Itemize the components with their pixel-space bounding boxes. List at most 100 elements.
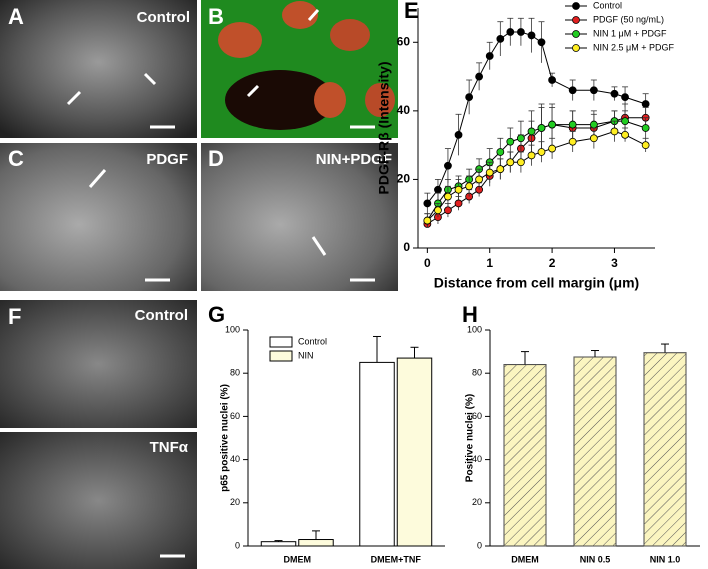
data-point (621, 130, 629, 139)
y-tick-label: 100 (225, 324, 240, 334)
data-point (548, 120, 556, 129)
data-point (621, 117, 629, 126)
data-point (465, 93, 474, 102)
bar (260, 541, 297, 547)
x-tick-label: 3 (611, 256, 618, 270)
data-point (568, 137, 577, 146)
y-tick-label: 40 (472, 454, 482, 464)
image-f-top (0, 300, 197, 428)
y-tick-label: 60 (472, 411, 482, 421)
y-tick-label: 20 (397, 172, 411, 186)
y-tick-label: 0 (477, 540, 482, 550)
data-point (475, 175, 484, 184)
y-axis-label: PDGF-Rβ (Intensity) (376, 62, 392, 195)
legend-label: NIN (298, 350, 314, 360)
data-point (496, 34, 505, 43)
panel-caption: Control (137, 9, 190, 26)
data-point (434, 185, 442, 194)
legend-label: NIN 2.5 μM + PDGF (593, 42, 674, 52)
data-point (589, 86, 598, 95)
data-point (444, 161, 452, 170)
legend-label: Control (593, 0, 622, 10)
data-point (610, 89, 619, 98)
y-tick-label: 60 (397, 34, 411, 48)
data-point (610, 127, 619, 136)
y-tick-label: 40 (230, 454, 240, 464)
y-tick-label: 80 (472, 368, 482, 378)
image-b-cells (218, 1, 395, 130)
x-tick-label: DMEM (511, 554, 539, 564)
image-d (201, 143, 398, 291)
data-point (434, 206, 442, 215)
data-point (517, 28, 525, 36)
data-point (641, 100, 650, 108)
panel-label: E (404, 0, 419, 23)
y-tick-label: 20 (472, 497, 482, 507)
x-tick-label: 0 (424, 256, 431, 270)
bar-hatch (643, 352, 687, 547)
panel-label: D (208, 146, 224, 171)
y-tick-label: 60 (230, 411, 240, 421)
data-point (423, 216, 432, 225)
bar-hatch (573, 356, 617, 547)
data-point (527, 31, 536, 40)
y-tick-label: 100 (467, 324, 482, 334)
x-tick-label: 1 (486, 256, 493, 270)
x-tick-label: 2 (549, 256, 556, 270)
data-point (517, 158, 525, 167)
y-tick-label: 80 (230, 368, 240, 378)
y-tick-label: 0 (235, 540, 240, 550)
data-point (506, 28, 515, 36)
data-point (527, 127, 536, 136)
panel-caption: PDGF (146, 151, 188, 168)
y-tick-label: 0 (403, 240, 410, 254)
panel-label: B (208, 4, 224, 29)
legend-marker (572, 44, 580, 52)
data-point (537, 148, 546, 156)
y-axis-label: Positive nuclei (%) (465, 394, 476, 482)
data-point (568, 120, 577, 129)
legend-marker (572, 2, 580, 10)
data-point (454, 185, 463, 194)
x-tick-label: NIN 1.0 (650, 554, 681, 564)
data-point (496, 148, 505, 156)
data-point (454, 199, 463, 208)
x-tick-label: DMEM+TNF (371, 554, 422, 564)
bar (298, 539, 334, 547)
legend-label: PDGF (50 ng/mL) (593, 14, 664, 24)
data-point (517, 134, 525, 143)
panel-caption: Control (135, 307, 188, 324)
data-point (485, 168, 494, 177)
legend-swatch (269, 336, 293, 348)
x-axis-label: Distance from cell margin (μm) (434, 275, 639, 291)
panel-label: H (462, 302, 478, 327)
data-point (589, 120, 598, 129)
data-point (621, 93, 629, 102)
bar-hatch (503, 364, 547, 547)
y-tick-label: 20 (230, 497, 240, 507)
bar (396, 357, 433, 547)
data-point (537, 38, 546, 47)
panel-label: A (8, 4, 24, 29)
data-point (641, 124, 650, 132)
image-c (0, 143, 197, 291)
arrows (66, 8, 327, 256)
legend-label: Control (298, 336, 327, 346)
x-tick-label: DMEM (284, 554, 312, 564)
data-point (444, 192, 452, 201)
data-point (548, 76, 556, 84)
panel-caption: TNFα (150, 439, 189, 456)
scale-bars (145, 125, 375, 558)
data-point (506, 158, 515, 167)
data-point (485, 52, 494, 60)
panel-label: G (208, 302, 225, 327)
panel-caption: NIN+PDGF (316, 151, 392, 168)
y-tick-label: 40 (397, 103, 411, 117)
data-point (475, 72, 484, 81)
legend-swatch (269, 350, 293, 362)
data-point (444, 206, 452, 215)
data-point (589, 134, 598, 143)
image-f-bottom (0, 432, 197, 569)
data-point (641, 141, 650, 150)
panel-label: F (8, 304, 21, 329)
